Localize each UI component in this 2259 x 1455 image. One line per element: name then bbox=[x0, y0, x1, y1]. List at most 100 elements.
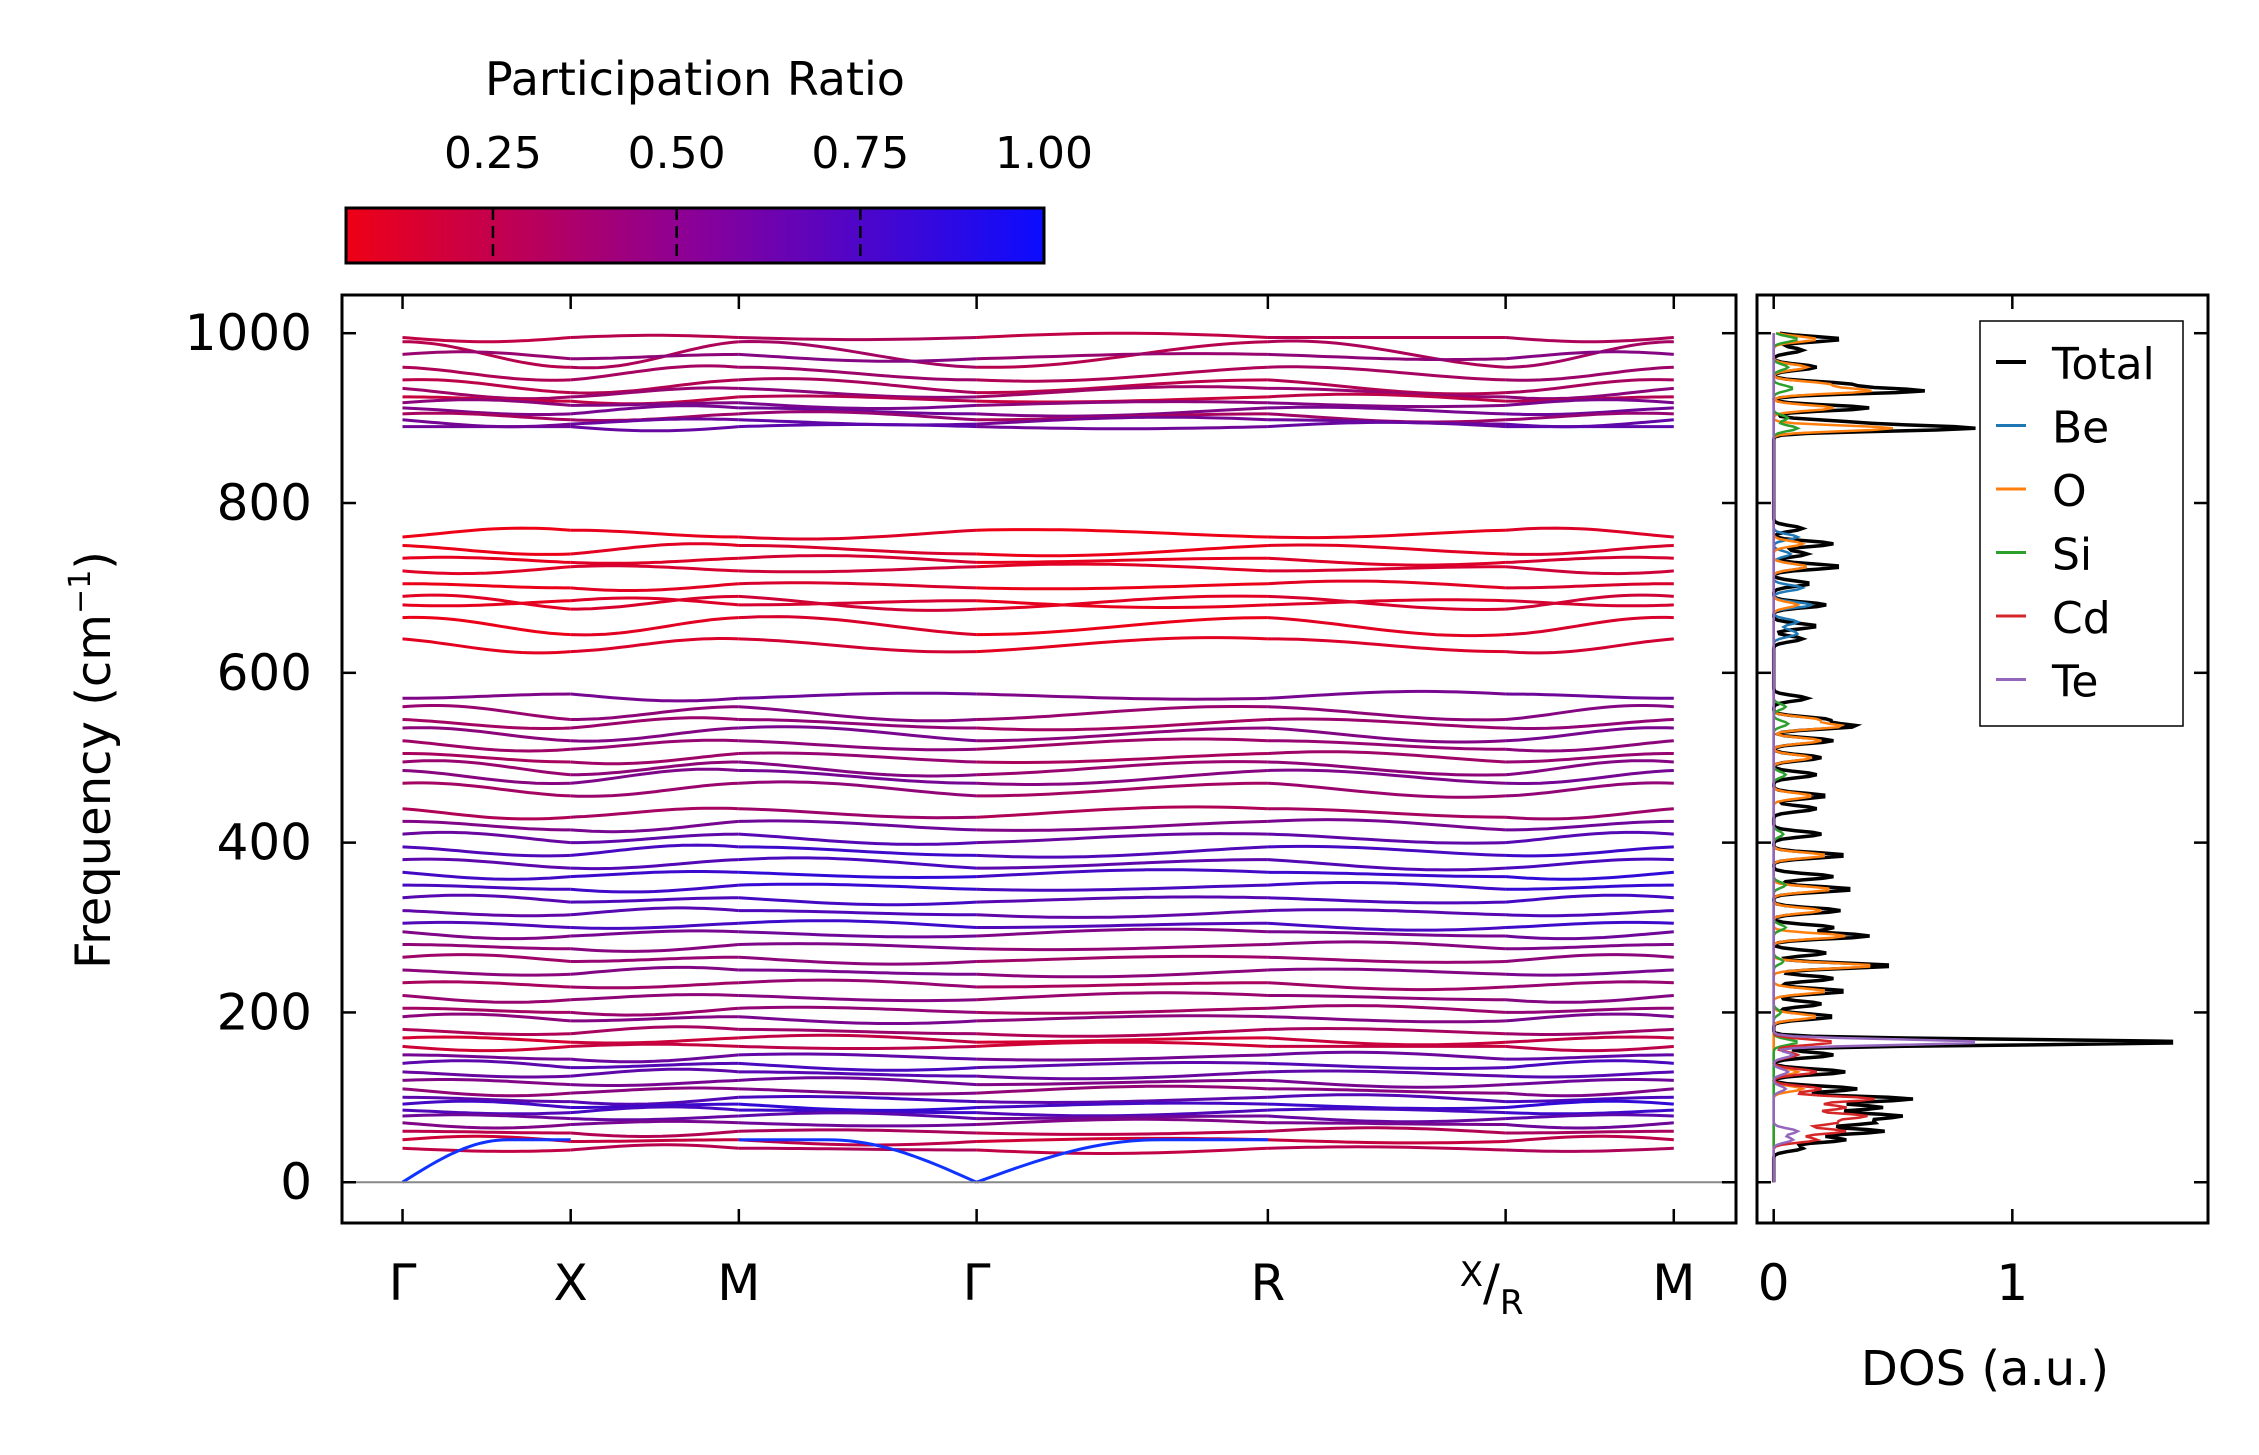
band-branch bbox=[1505, 555, 1674, 564]
band-branch bbox=[1505, 807, 1674, 821]
band-branch bbox=[402, 1108, 571, 1116]
band-branch bbox=[1505, 920, 1674, 929]
band-branch bbox=[402, 909, 571, 918]
band-branch bbox=[1267, 405, 1506, 416]
band-branch bbox=[570, 843, 739, 857]
band-branch bbox=[738, 845, 977, 857]
colorbar-tick-label: 0.50 bbox=[628, 128, 726, 179]
band-branch bbox=[738, 769, 977, 785]
band-branch bbox=[1267, 818, 1506, 832]
band-branch bbox=[402, 637, 571, 655]
band-branch bbox=[402, 544, 571, 556]
band-branch bbox=[1505, 994, 1674, 1004]
band-branch bbox=[1505, 544, 1674, 556]
band-branch bbox=[738, 919, 977, 929]
band-branch bbox=[976, 582, 1268, 591]
band-branch bbox=[570, 364, 739, 382]
band-branch bbox=[738, 528, 977, 541]
band-branch bbox=[738, 760, 977, 778]
band-branch bbox=[738, 725, 977, 743]
band-branch bbox=[1267, 556, 1506, 567]
band-branch bbox=[1267, 940, 1506, 951]
band-branch bbox=[1505, 615, 1674, 637]
band-branch bbox=[1505, 582, 1674, 590]
band-branch bbox=[738, 1061, 977, 1072]
kpoint-label: R bbox=[1250, 1254, 1285, 1312]
band-branch bbox=[570, 981, 739, 990]
band-branch bbox=[570, 1095, 739, 1106]
band-branch bbox=[1505, 893, 1674, 904]
band-branch bbox=[976, 819, 1268, 832]
acoustic-branch bbox=[401, 1138, 571, 1184]
band-branch bbox=[1505, 1113, 1674, 1121]
band-branch bbox=[402, 1121, 571, 1130]
band-branch bbox=[1267, 420, 1506, 429]
band-branch bbox=[1505, 968, 1674, 977]
band-branch bbox=[1505, 1078, 1674, 1087]
band-branch bbox=[1267, 689, 1506, 700]
band-branch bbox=[738, 832, 977, 846]
band-branch bbox=[570, 993, 739, 1002]
band-branch bbox=[402, 398, 571, 407]
colorbar-title: Participation Ratio bbox=[485, 52, 905, 106]
band-branch bbox=[570, 906, 739, 917]
y-tick-label: 600 bbox=[217, 644, 312, 702]
band-branch bbox=[1267, 528, 1506, 540]
band-branch bbox=[1505, 593, 1674, 611]
band-branch bbox=[1267, 1087, 1506, 1095]
band-branch bbox=[1267, 598, 1506, 607]
band-branch bbox=[570, 819, 739, 834]
band-branch bbox=[1505, 857, 1674, 870]
band-branch bbox=[402, 759, 571, 777]
band-branch bbox=[402, 336, 571, 344]
band-branch bbox=[976, 594, 1268, 611]
band-branch bbox=[570, 1086, 739, 1095]
band-branch bbox=[1267, 896, 1506, 905]
band-branch bbox=[1505, 340, 1674, 369]
dos-axes-frame bbox=[1755, 293, 2210, 1225]
band-lines bbox=[401, 331, 1674, 1184]
band-branch bbox=[976, 528, 1268, 539]
band-branch bbox=[402, 857, 571, 870]
kpoint-label: Γ bbox=[389, 1254, 417, 1312]
band-branch bbox=[1505, 1099, 1674, 1109]
band-branch bbox=[1267, 726, 1506, 744]
band-branch bbox=[1267, 981, 1506, 992]
band-branch bbox=[1267, 1126, 1506, 1135]
band-branch bbox=[1505, 386, 1674, 401]
band-branch bbox=[738, 1095, 977, 1104]
band-branch bbox=[1267, 616, 1506, 638]
band-branch bbox=[570, 1114, 739, 1122]
band-branch bbox=[1505, 870, 1674, 881]
band-branch bbox=[738, 1138, 977, 1147]
band-branch bbox=[738, 978, 977, 989]
band-branch bbox=[402, 378, 571, 395]
band-branch bbox=[402, 1113, 571, 1121]
band-branch bbox=[1505, 943, 1674, 951]
band-branch bbox=[1505, 1035, 1674, 1044]
band-branch bbox=[402, 870, 571, 881]
band-branch bbox=[402, 1053, 571, 1061]
band-branch bbox=[570, 1138, 739, 1143]
band-branch bbox=[1505, 526, 1674, 539]
band-branch bbox=[976, 1014, 1268, 1023]
band-branch bbox=[1267, 543, 1506, 556]
band-branch bbox=[1267, 1078, 1506, 1089]
band-branch bbox=[976, 718, 1268, 732]
band-branch bbox=[738, 594, 977, 612]
band-branch bbox=[1267, 967, 1506, 976]
band-branch bbox=[1267, 579, 1506, 590]
band-branch bbox=[976, 1084, 1268, 1095]
colorbar-tick-label: 0.25 bbox=[444, 128, 542, 179]
band-branch bbox=[976, 927, 1268, 938]
band-branch bbox=[1267, 1004, 1506, 1014]
y-tick-label: 200 bbox=[217, 983, 312, 1041]
band-branch bbox=[402, 350, 571, 361]
band-branch bbox=[738, 410, 977, 422]
band-branch bbox=[1267, 352, 1506, 362]
band-branch bbox=[1267, 994, 1506, 1002]
band-branch bbox=[976, 406, 1268, 418]
band-branch bbox=[976, 968, 1268, 979]
band-branch bbox=[976, 1146, 1268, 1155]
